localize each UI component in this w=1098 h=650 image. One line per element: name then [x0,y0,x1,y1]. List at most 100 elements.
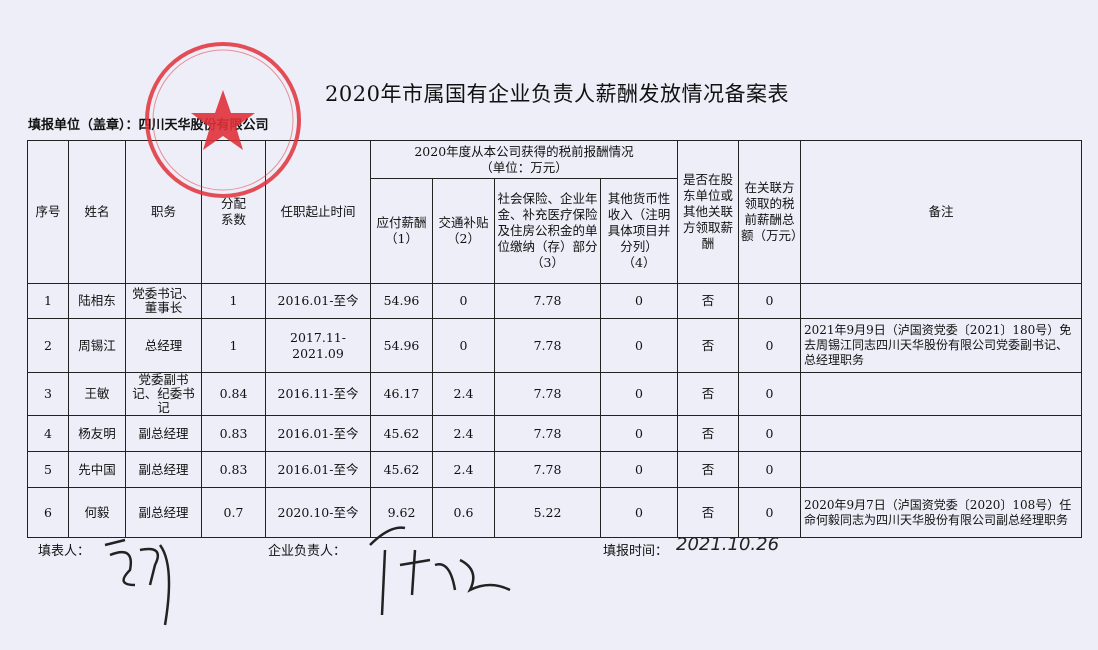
cell-position: 党委副书记、纪委书记 [125,372,202,416]
header-seq: 序号 [27,140,69,284]
cell-tenure: 2016.01-至今 [265,283,371,319]
cell-related: 0 [738,415,801,452]
cell-tenure: 2017.11-2021.09 [265,318,371,373]
cell-coef: 0.83 [201,415,266,452]
cell-pay: 45.62 [370,415,433,452]
cell-related: 0 [738,487,801,538]
cell-pay: 54.96 [370,318,433,373]
leader-signature [369,526,511,616]
cell-coef: 1 [201,318,266,373]
cell-other: 0 [600,372,678,416]
cell-seq: 2 [27,318,69,373]
cell-seq: 5 [27,451,69,488]
cell-seq: 1 [27,283,69,319]
cell-pay: 45.62 [370,451,433,488]
cell-related: 0 [738,372,801,416]
header-name: 姓名 [68,140,126,284]
cell-remark [800,283,1082,319]
header-shareholder: 是否在股东单位或其他关联方领取薪酬 [677,140,739,284]
cell-position: 副总经理 [125,487,202,538]
cell-other: 0 [600,283,678,319]
cell-position: 总经理 [125,318,202,373]
cell-position: 副总经理 [125,415,202,452]
header-pay-no: （1） [385,231,418,246]
cell-related: 0 [738,318,801,373]
header-coefficient-text: 分配系数 [220,196,246,227]
header-related-total: 在关联方领取的税前薪酬总额（万元） [738,140,804,284]
cell-other: 0 [600,487,678,538]
header-transport-no: （2） [447,231,480,246]
header-other-text: 其他货币性收入（注明具体项目并分列） [607,191,671,254]
cell-name: 周锡江 [68,318,126,373]
header-group-title: 2020年度从本公司获得的税前报酬情况 [414,143,634,159]
header-group-unit: （单位：万元） [480,159,568,175]
cell-coef: 1 [201,283,266,319]
header-insurance-text: 社会保险、企业年金、补充医疗保险及住房公积金的单位缴纳（存）部分 [497,191,598,254]
header-group: 2020年度从本公司获得的税前报酬情况 （单位：万元） [370,140,678,179]
cell-shareholder: 否 [677,318,739,373]
cell-other: 0 [600,451,678,488]
date-value: 2021.10.26 [676,534,780,555]
cell-name: 先中国 [68,451,126,488]
table-row: 5 先中国 副总经理 0.83 2016.01-至今 45.62 2.4 7.78 0 否 0 [27,451,1082,488]
cell-shareholder: 否 [677,372,739,416]
preparer-signature [104,538,171,626]
cell-insurance: 7.78 [494,318,601,373]
preparer-label: 填表人： [38,544,91,559]
cell-seq: 4 [27,415,69,452]
header-insurance: 社会保险、企业年金、补充医疗保险及住房公积金的单位缴纳（存）部分 （3） [494,178,601,284]
cell-shareholder: 否 [677,283,739,319]
leader-label: 企业负责人： [268,544,347,559]
header-position: 职务 [125,140,202,284]
reporting-unit: 填报单位（盖章）：四川天华股份有限公司 [28,114,269,133]
cell-coef: 0.83 [201,451,266,488]
cell-transport: 0 [432,283,495,319]
cell-tenure: 2016.11-至今 [265,372,371,416]
cell-remark [800,372,1082,416]
cell-tenure: 2016.01-至今 [265,415,371,452]
header-transport: 交通补贴 （2） [432,178,495,284]
reporting-unit-value: 四川天华股份有限公司 [138,118,269,133]
cell-other: 0 [600,415,678,452]
cell-name: 何毅 [68,487,126,538]
cell-insurance: 7.78 [494,415,601,452]
cell-pay: 46.17 [370,372,433,416]
cell-name: 杨友明 [68,415,126,452]
cell-insurance: 7.78 [494,451,601,488]
header-other-no: （4） [622,255,656,270]
cell-position: 党委书记、董事长 [125,283,202,319]
table-row: 6 何毅 副总经理 0.7 2020.10-至今 9.62 0.6 5.22 0 否 0 2020年9… [27,487,1082,538]
header-transport-text: 交通补贴 [438,215,489,230]
reporting-unit-label: 填报单位（盖章）： [28,118,139,133]
header-tenure: 任职起止时间 [265,140,371,284]
cell-related: 0 [738,283,801,319]
cell-pay: 9.62 [370,487,433,538]
cell-remark: 2020年9月7日（泸国资党委〔2020〕108号）任命何毅同志为四川天华股份有… [800,487,1082,538]
cell-shareholder: 否 [677,415,739,452]
header-coefficient: 分配系数 [201,140,266,284]
cell-tenure: 2016.01-至今 [265,451,371,488]
date-label: 填报时间： [603,544,669,559]
page-title: 2020年市属国有企业负责人薪酬发放情况备案表 [325,82,789,106]
cell-coef: 0.84 [201,372,266,416]
cell-coef: 0.7 [201,487,266,538]
table-row: 1 陆相东 党委书记、董事长 1 2016.01-至今 54.96 0 7.78 0 否 0 [27,283,1082,319]
cell-insurance: 7.78 [494,283,601,319]
cell-insurance: 7.78 [494,372,601,416]
header-pay: 应付薪酬 （1） [370,178,433,284]
cell-transport: 2.4 [432,372,495,416]
header-other: 其他货币性收入（注明具体项目并分列） （4） [600,178,678,284]
cell-name: 陆相东 [68,283,126,319]
cell-transport: 2.4 [432,451,495,488]
cell-seq: 3 [27,372,69,416]
cell-other: 0 [600,318,678,373]
cell-position: 副总经理 [125,451,202,488]
table-row: 3 王敏 党委副书记、纪委书记 0.84 2016.11-至今 46.17 2.4 7.78 0… [27,372,1082,416]
cell-transport: 0 [432,318,495,373]
cell-seq: 6 [27,487,69,538]
header-remark: 备注 [800,140,1082,284]
header-pay-text: 应付薪酬 [376,215,427,230]
cell-transport: 2.4 [432,415,495,452]
header-insurance-no: （3） [531,255,564,270]
salary-table: 序号 姓名 职务 分配系数 任职起止时间 2020年度从本公司获得的税前报酬情况… [27,140,1082,538]
